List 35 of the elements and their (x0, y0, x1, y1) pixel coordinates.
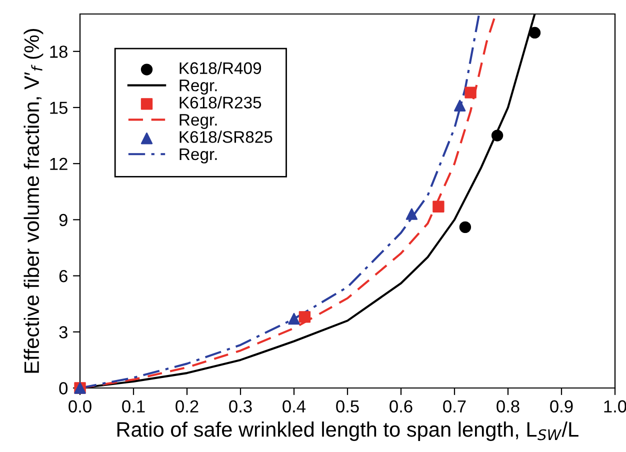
y-tick-label: 12 (50, 158, 68, 170)
point (491, 130, 504, 142)
point (406, 208, 418, 220)
legend-label: Regr. (180, 114, 217, 129)
x-axis-title: Ratio of safe wrinkled length to span length, L$_{SW}$/L (117, 422, 578, 441)
point (454, 100, 466, 112)
y-tick-label: 9 (59, 214, 68, 226)
point (528, 26, 541, 39)
x-tick-label: 0.5 (336, 400, 359, 413)
x-tick-label: 0.7 (443, 400, 466, 413)
y-tick-label: 6 (59, 270, 68, 282)
point (459, 221, 472, 234)
legend-label: K618/R235 (180, 96, 262, 108)
x-tick-label: 0.9 (550, 400, 573, 413)
legend-label: Regr. (180, 148, 217, 164)
x-tick-label: 0.1 (122, 400, 145, 413)
point (432, 200, 444, 212)
point (298, 311, 311, 323)
x-tick-label: 0.0 (68, 400, 92, 413)
y-tick-label: 0 (59, 382, 68, 394)
legend-label: Regr. (180, 80, 217, 95)
x-tick-label: 0.6 (390, 400, 412, 413)
x-tick-label: 0.4 (282, 400, 306, 413)
point (464, 86, 476, 98)
legend-label: K618/R409 (180, 62, 262, 74)
x-tick-label: 0.8 (496, 400, 520, 413)
y-axis-title: Effective fiber volume fraction, V′$_{f}$ (%) (24, 28, 44, 373)
y-tick-label: 18 (50, 46, 68, 58)
legend-label: K618/SR825 (180, 130, 272, 143)
y-tick-label: 3 (59, 326, 68, 338)
y-tick-label: 15 (50, 102, 68, 114)
point (288, 312, 300, 325)
x-tick-label: 0.2 (176, 400, 198, 413)
x-tick-label: 0.3 (229, 400, 252, 413)
x-tick-label: 1.0 (604, 400, 626, 413)
